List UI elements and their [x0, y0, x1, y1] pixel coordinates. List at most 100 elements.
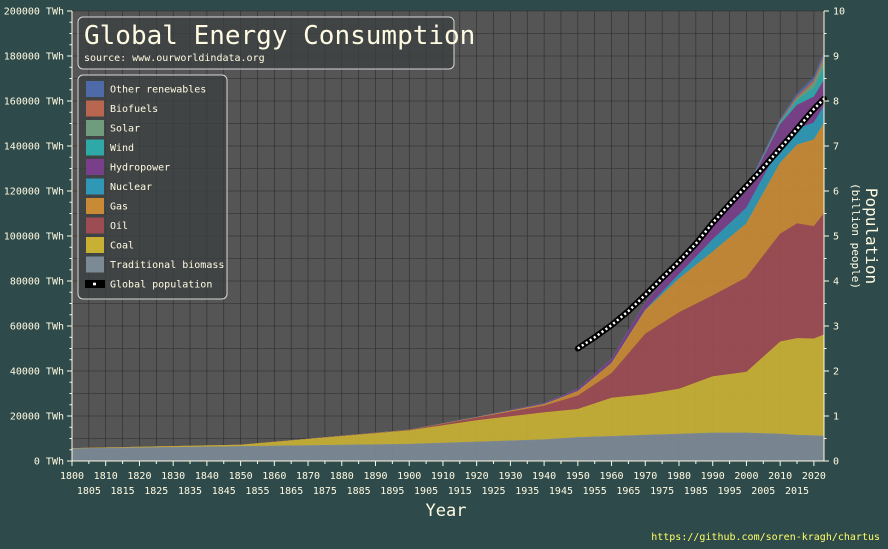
x-tick-label: 1800 — [60, 471, 84, 482]
legend-label: Wind — [110, 143, 134, 154]
y2-tick-label: 7 — [833, 142, 839, 153]
x-tick-label: 1955 — [583, 486, 607, 497]
credit-link[interactable]: https://github.com/soren-kragh/chartus — [651, 532, 880, 543]
y-tick-label: 80000 TWh — [10, 277, 64, 288]
title-box-frame — [77, 16, 455, 70]
x-tick-label: 1820 — [127, 471, 151, 482]
legend-label: Global population — [110, 280, 212, 291]
x-tick-label: 1860 — [262, 471, 286, 482]
x-tick-label: 1845 — [212, 486, 236, 497]
x-tick-label: 1970 — [633, 471, 657, 482]
x-tick-label: 1990 — [701, 471, 725, 482]
legend-item-solar: Solar — [86, 120, 140, 136]
legend-item-hydropower: Hydropower — [86, 159, 170, 175]
legend-item-gas: Gas — [86, 198, 128, 214]
x-tick-label: 1945 — [549, 486, 573, 497]
y2-tick-label: 1 — [833, 412, 839, 423]
chart-title: Global Energy Consumption — [84, 21, 475, 51]
x-tick-label: 1975 — [650, 486, 674, 497]
y2-tick-label: 10 — [833, 7, 845, 18]
legend-label: Coal — [110, 241, 134, 252]
x-tick-label: 1805 — [77, 486, 101, 497]
y2-tick-label: 0 — [833, 457, 839, 468]
legend-label: Other renewables — [110, 85, 206, 96]
y2-axis-ticks: 0 1 2 3 4 5 6 7 8 9 10 — [824, 7, 845, 468]
x-tick-label: 1885 — [347, 486, 371, 497]
x-tick-label: 1930 — [498, 471, 522, 482]
x-tick-label: 1950 — [566, 471, 590, 482]
x-tick-label: 1865 — [279, 486, 303, 497]
x-tick-label: 1985 — [684, 486, 708, 497]
x-tick-label: 1910 — [431, 471, 455, 482]
x-tick-label: 1900 — [397, 471, 421, 482]
y2-tick-label: 5 — [833, 232, 839, 243]
legend-swatch — [86, 100, 104, 117]
legend-label: Solar — [110, 124, 140, 135]
y-tick-label: 0 TWh — [34, 457, 64, 468]
x-tick-label: 1835 — [178, 486, 202, 497]
y2-tick-label: 8 — [833, 97, 839, 108]
x-tick-label: 1965 — [616, 486, 640, 497]
legend-swatch — [86, 217, 104, 234]
legend-swatch — [86, 198, 104, 214]
y-tick-label: 200000 TWh — [4, 7, 64, 18]
y-tick-label: 180000 TWh — [4, 52, 64, 63]
x-tick-label: 1810 — [94, 471, 118, 482]
x-tick-label: 1850 — [229, 471, 253, 482]
legend-swatch-dot — [93, 282, 96, 286]
legend-item-biofuels: Biofuels — [86, 100, 158, 117]
legend: Other renewables Biofuels Solar Wind Hydropo… — [77, 74, 228, 300]
legend-label: Nuclear — [110, 182, 152, 193]
x-tick-label: 1905 — [414, 486, 438, 497]
y-tick-label: 60000 TWh — [10, 322, 64, 333]
legend-item-other-renewables: Other renewables — [86, 81, 206, 97]
legend-item-coal: Coal — [86, 237, 134, 253]
x-tick-label: 1855 — [245, 486, 269, 497]
x-tick-label: 1960 — [600, 471, 624, 482]
legend-item-wind: Wind — [86, 139, 134, 156]
x-tick-label: 1935 — [515, 486, 539, 497]
y-tick-label: 160000 TWh — [4, 97, 64, 108]
title-box: Global Energy Consumption source: www.ou… — [77, 16, 475, 70]
legend-swatch — [86, 237, 104, 253]
y2-axis-subtitle: (billion people) — [849, 183, 862, 289]
y-axis-ticks: 0 TWh 20000 TWh 40000 TWh 60000 TWh 80000 TW… — [4, 7, 72, 468]
y-tick-label: 20000 TWh — [10, 412, 64, 423]
x-tick-label: 1890 — [363, 471, 387, 482]
x-tick-label: 1940 — [532, 471, 556, 482]
population-line-dots — [577, 97, 825, 350]
legend-swatch — [86, 139, 104, 156]
x-tick-label: 1915 — [448, 486, 472, 497]
y-tick-label: 120000 TWh — [4, 187, 64, 198]
y-tick-label: 40000 TWh — [10, 367, 64, 378]
x-tick-label: 1980 — [667, 471, 691, 482]
y2-tick-label: 3 — [833, 322, 839, 333]
x-tick-label: 2020 — [802, 471, 826, 482]
x-tick-label: 1920 — [465, 471, 489, 482]
x-tick-label: 1840 — [195, 471, 219, 482]
x-tick-label: 1925 — [481, 486, 505, 497]
legend-swatch — [86, 178, 104, 195]
legend-label: Hydropower — [110, 163, 170, 174]
x-tick-label: 1895 — [380, 486, 404, 497]
y-tick-label: 100000 TWh — [4, 232, 64, 243]
y2-tick-label: 4 — [833, 277, 839, 288]
x-tick-label: 1815 — [111, 486, 135, 497]
x-tick-label: 2015 — [785, 486, 809, 497]
x-tick-label: 1830 — [161, 471, 185, 482]
legend-swatch — [86, 256, 104, 273]
legend-label: Gas — [110, 202, 128, 213]
legend-swatch — [86, 81, 104, 97]
chart-subtitle: source: www.ourworldindata.org — [84, 53, 265, 64]
x-tick-label: 1880 — [330, 471, 354, 482]
legend-label: Oil — [110, 221, 128, 232]
x-tick-label: 1875 — [313, 486, 337, 497]
x-tick-label: 1870 — [296, 471, 320, 482]
legend-item-traditional-biomass: Traditional biomass — [86, 256, 224, 273]
legend-item-oil: Oil — [86, 217, 128, 234]
y2-tick-label: 6 — [833, 187, 839, 198]
y2-tick-label: 2 — [833, 367, 839, 378]
y2-tick-label: 9 — [833, 52, 839, 63]
legend-frame — [77, 74, 228, 300]
